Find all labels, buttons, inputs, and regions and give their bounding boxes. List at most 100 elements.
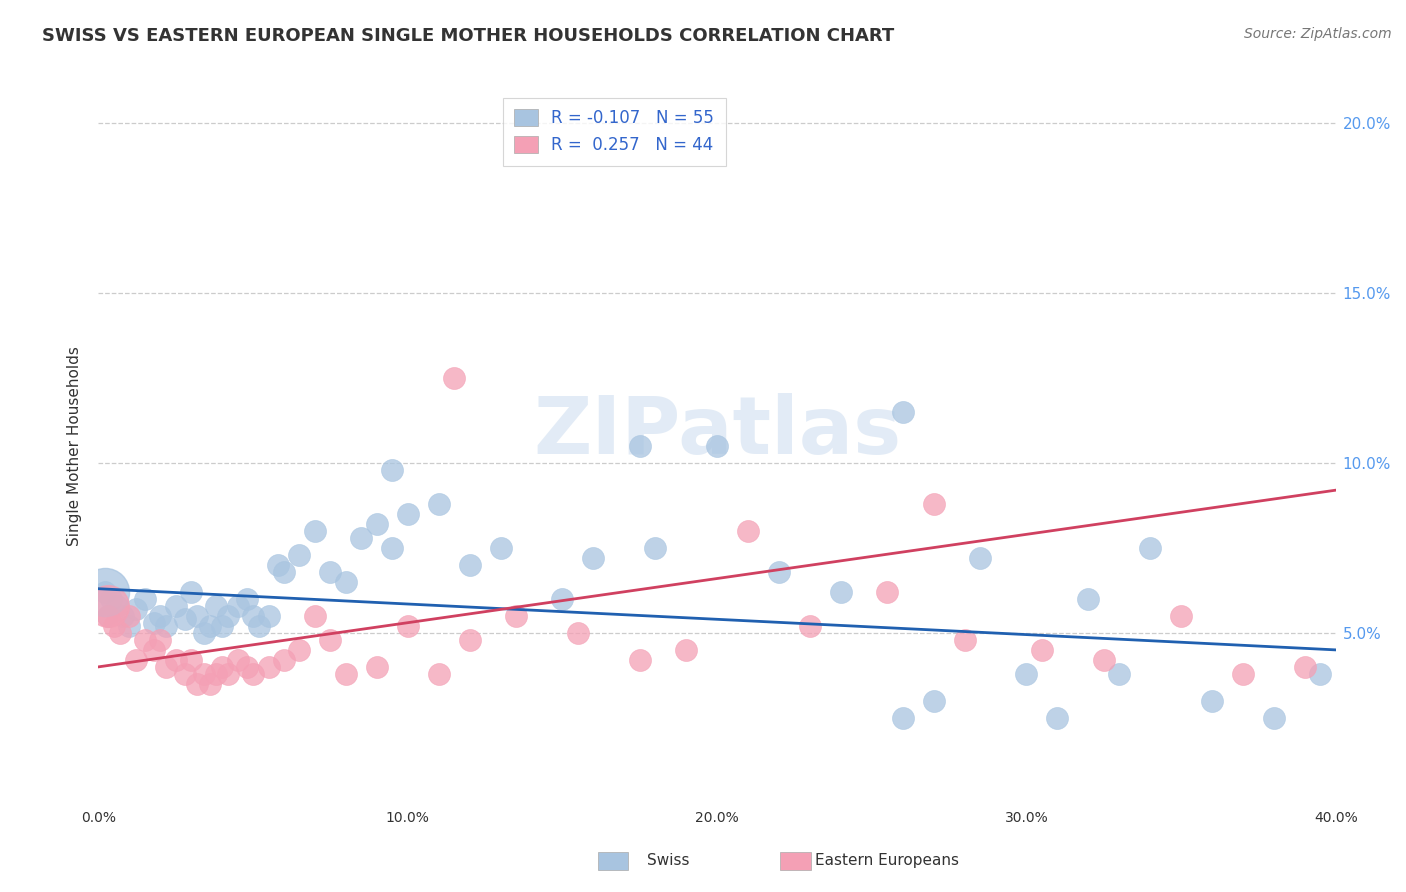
Point [257,660,280,674]
Point [193,626,215,640]
Text: Source: ZipAtlas.com: Source: ZipAtlas.com [1244,27,1392,41]
Point [105,599,128,613]
Point [1263,711,1285,725]
Point [443,371,465,385]
Point [97,608,120,623]
Point [97,608,120,623]
Point [198,677,221,691]
Point [644,541,666,555]
Point [165,653,187,667]
Point [288,548,311,562]
Point [350,531,373,545]
Point [155,660,177,674]
Point [396,507,419,521]
Point [567,626,589,640]
Point [922,694,945,708]
Text: Swiss: Swiss [647,854,689,868]
Point [155,619,177,633]
Point [93,585,115,599]
Point [180,585,202,599]
Point [186,608,208,623]
Point [186,677,208,691]
Point [205,666,228,681]
Point [118,619,141,633]
Point [768,565,790,579]
Point [891,405,914,419]
Point [134,632,156,647]
Point [458,632,481,647]
Point [582,551,605,566]
Point [876,585,898,599]
Point [319,565,342,579]
Point [124,602,146,616]
Point [366,517,388,532]
Point [427,666,450,681]
Point [953,632,976,647]
Point [1309,666,1331,681]
Point [1232,666,1254,681]
Point [366,660,388,674]
Point [335,666,357,681]
Point [217,666,239,681]
Text: ZIPatlas: ZIPatlas [533,392,901,471]
Point [1170,608,1192,623]
Point [165,599,187,613]
Point [103,619,125,633]
Point [211,660,233,674]
Point [396,619,419,633]
Point [112,608,135,623]
Point [242,666,264,681]
Text: Eastern Europeans: Eastern Europeans [815,854,959,868]
Point [381,541,404,555]
Point [198,619,221,633]
Point [1201,694,1223,708]
Point [247,619,270,633]
Point [211,619,233,633]
Point [319,632,342,647]
Point [1139,541,1161,555]
Point [143,615,166,630]
Point [124,653,146,667]
Point [100,591,122,606]
Point [458,558,481,572]
Point [304,524,326,538]
Point [242,608,264,623]
Point [381,463,404,477]
Point [174,666,197,681]
Point [505,608,527,623]
Point [180,653,202,667]
Point [1108,666,1130,681]
Point [108,626,131,640]
Point [922,497,945,511]
Point [1077,591,1099,606]
Legend: R = -0.107   N = 55, R =  0.257   N = 44: R = -0.107 N = 55, R = 0.257 N = 44 [503,97,725,166]
Point [799,619,821,633]
Point [236,591,259,606]
Point [118,608,141,623]
Y-axis label: Single Mother Households: Single Mother Households [67,346,83,546]
Point [830,585,852,599]
Point [737,524,759,538]
Point [427,497,450,511]
Point [1031,643,1053,657]
Point [217,608,239,623]
Point [149,632,172,647]
Point [1294,660,1316,674]
Point [174,612,197,626]
Point [97,599,120,613]
Point [1092,653,1115,667]
Point [205,599,228,613]
Point [304,608,326,623]
Point [193,666,215,681]
Point [257,608,280,623]
Point [93,585,115,599]
Point [1046,711,1069,725]
Point [891,711,914,725]
Point [149,608,172,623]
Point [706,439,728,453]
Text: SWISS VS EASTERN EUROPEAN SINGLE MOTHER HOUSEHOLDS CORRELATION CHART: SWISS VS EASTERN EUROPEAN SINGLE MOTHER … [42,27,894,45]
Point [969,551,991,566]
Point [628,653,651,667]
Point [273,565,295,579]
Point [1015,666,1038,681]
